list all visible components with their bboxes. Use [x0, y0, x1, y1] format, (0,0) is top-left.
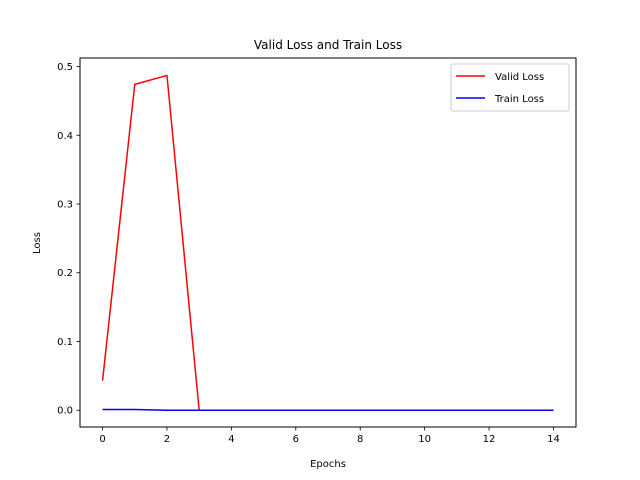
y-tick-label: 0.1 — [57, 337, 73, 348]
y-tick-label: 0.4 — [57, 131, 73, 142]
x-tick-label: 10 — [418, 434, 431, 445]
plot-frame — [79, 57, 577, 428]
series-layer — [101, 74, 554, 411]
x-tick-label: 12 — [483, 434, 496, 445]
y-tick-label: 0.5 — [57, 62, 73, 73]
legend-label-train-loss: Train Loss — [494, 94, 544, 105]
y-tick-label: 0.3 — [57, 200, 73, 211]
y-tick-label: 0.2 — [57, 268, 73, 279]
x-tick-label: 8 — [357, 434, 363, 445]
y-axis-title: Loss — [32, 232, 43, 254]
x-axis-title: Epochs — [310, 459, 346, 470]
y-axis: 0.0 0.1 0.2 0.3 0.4 0.5 — [57, 62, 80, 417]
series-line-train-loss — [102, 408, 554, 411]
x-tick-label: 2 — [164, 434, 170, 445]
legend-label-valid-loss: Valid Loss — [495, 72, 544, 83]
x-tick-label: 0 — [99, 434, 105, 445]
legend: Valid Loss Train Loss — [450, 63, 570, 112]
x-tick-label: 4 — [228, 434, 234, 445]
y-tick-label: 0.0 — [57, 406, 73, 417]
x-tick-label: 6 — [293, 434, 299, 445]
x-tick-label: 14 — [547, 434, 560, 445]
x-axis: 0 2 4 6 8 10 12 14 — [99, 427, 560, 445]
chart-title: Valid Loss and Train Loss — [254, 38, 402, 52]
